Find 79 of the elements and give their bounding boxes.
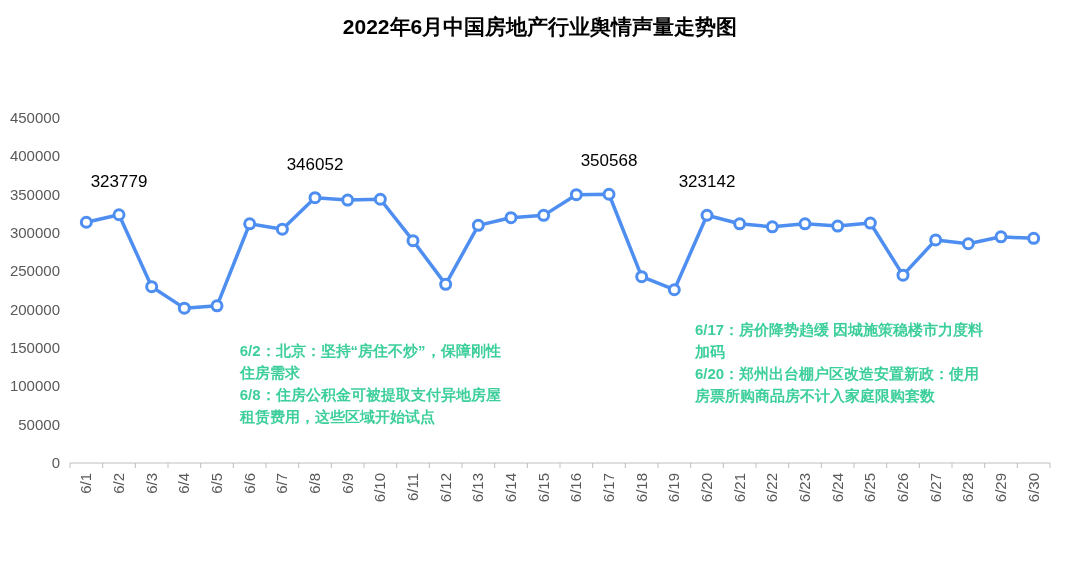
y-tick-label: 150000: [9, 339, 60, 356]
point: [406, 234, 420, 248]
annotation: 6/2：北京：坚持“房住不炒”，保障刚性住房需求: [238, 342, 501, 381]
x-tick-label: 6/29: [992, 473, 1009, 503]
point: [635, 270, 649, 284]
point: [798, 217, 812, 231]
point: [210, 299, 224, 313]
point: [667, 283, 681, 297]
x-tick-label: 6/26: [894, 473, 911, 503]
point: [831, 219, 845, 233]
x-tick-label: 6/16: [567, 473, 585, 503]
data-label: 323142: [678, 172, 736, 192]
data-label: 350568: [580, 151, 638, 171]
point: [863, 216, 877, 230]
point: [896, 268, 910, 282]
point: [275, 222, 289, 236]
point: [471, 218, 485, 232]
point: [929, 233, 943, 247]
x-tick-label: 6/30: [1024, 473, 1042, 503]
x-tick-label: 6/23: [796, 473, 813, 503]
point: [308, 191, 322, 205]
x-tick-label: 6/11: [404, 473, 421, 502]
point: [504, 211, 518, 225]
annotation: 6/8：住房公积金可被提取支付异地房屋租赁费用，这些区域开始试点: [238, 386, 501, 425]
x-tick-label: 6/3: [142, 473, 160, 494]
point: [700, 208, 714, 222]
point: [341, 193, 355, 207]
y-tick-label: 50000: [18, 415, 60, 433]
x-tick-label: 6/19: [665, 473, 683, 503]
data-label: 323779: [90, 171, 148, 191]
point: [733, 217, 747, 231]
y-tick-label: 200000: [9, 300, 60, 318]
x-tick-label: 6/13: [469, 473, 487, 503]
y-tick-label: 100000: [9, 377, 60, 395]
y-tick-label: 0: [51, 454, 60, 471]
chart-title: 2022年6月中国房地产行业舆情声量走势图: [342, 15, 738, 38]
x-tick-label: 6/18: [632, 473, 650, 503]
point: [961, 237, 975, 251]
point: [537, 208, 551, 222]
point: [177, 301, 191, 315]
point: [373, 192, 387, 206]
x-tick-label: 6/9: [338, 473, 356, 494]
x-tick-label: 6/15: [534, 473, 552, 503]
x-tick-label: 6/2: [110, 473, 127, 494]
annotation: 6/20：郑州出台棚户区改造安置新政：使用房票所购商品房不计入家庭限购套数: [694, 365, 980, 404]
point: [145, 280, 159, 294]
x-tick-label: 6/17: [600, 473, 617, 503]
point: [243, 217, 257, 231]
point: [994, 230, 1008, 244]
point: [439, 277, 453, 291]
data-label: 346052: [286, 154, 344, 174]
point: [765, 220, 779, 234]
x-tick-label: 6/12: [436, 473, 454, 503]
x-tick-label: 6/7: [273, 473, 291, 494]
point: [1027, 231, 1041, 245]
x-tick-label: 6/24: [828, 473, 846, 503]
x-tick-label: 6/5: [208, 473, 225, 494]
x-tick-label: 6/10: [371, 473, 389, 503]
x-tick-label: 6/1: [77, 473, 95, 494]
x-tick-label: 6/8: [306, 473, 323, 494]
x-tick-label: 6/20: [698, 473, 715, 503]
y-tick-label: 400000: [9, 147, 60, 165]
point: [569, 188, 583, 202]
point: [602, 187, 616, 201]
x-tick-label: 6/28: [959, 473, 977, 503]
point: [112, 208, 126, 222]
y-tick-label: 450000: [9, 109, 60, 126]
x-tick-label: 6/14: [502, 473, 519, 503]
x-tick-label: 6/6: [240, 473, 258, 494]
point: [79, 215, 93, 229]
y-tick-label: 350000: [9, 185, 60, 203]
y-tick-label: 250000: [9, 262, 60, 280]
x-tick-label: 6/4: [175, 473, 193, 494]
x-tick-label: 6/27: [926, 473, 944, 503]
x-tick-label: 6/25: [861, 473, 879, 503]
y-tick-label: 300000: [9, 224, 60, 241]
x-tick-label: 6/22: [763, 473, 781, 503]
annotation: 6/17：房价降势趋缓 因城施策稳楼市力度料加码: [694, 321, 984, 360]
x-tick-label: 6/21: [730, 473, 748, 503]
